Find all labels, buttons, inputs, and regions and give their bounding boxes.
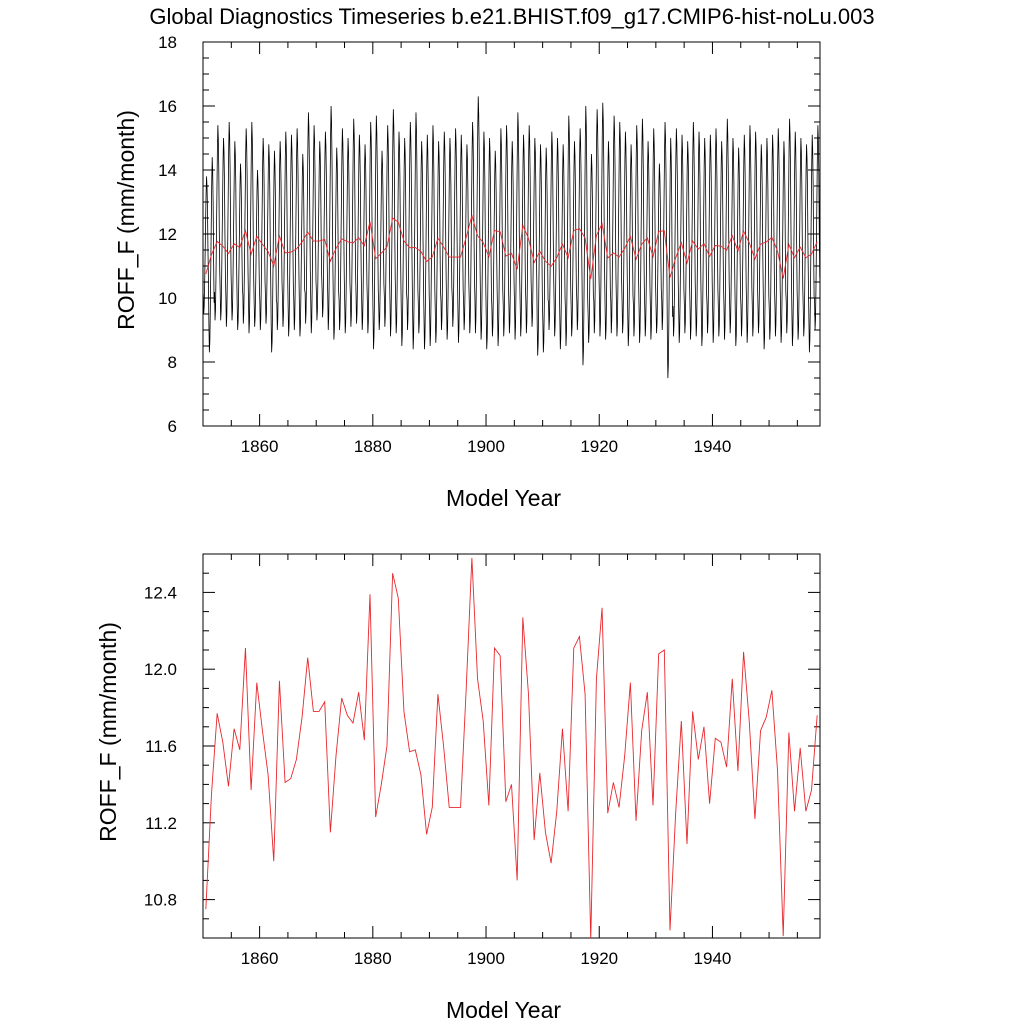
y-tick-label: 16 [158,97,177,116]
bottom-panel: 1860 1880 1900 1920 1940 10.8 11.2 11.6 12.0 12.4… [95,553,821,1023]
y-axis-label: ROFF_F (mm/month) [113,110,139,330]
x-tick-label: 1880 [354,949,392,968]
y-tick-label: 18 [158,33,177,52]
x-tick-label: 1880 [354,437,392,456]
y-tick-label: 12 [158,225,177,244]
top-panel: 1860 1880 1900 1920 1940 6 8 10 12 14 16 18 Model Ye… [113,33,821,511]
annual-mean-line [205,213,818,280]
y-tick-label: 10 [158,289,177,308]
plot-frame [202,553,821,939]
y-tick-label: 11.2 [145,814,177,833]
x-tick-label: 1900 [467,437,505,456]
x-tick-label: 1940 [694,949,732,968]
y-axis-label: ROFF_F (mm/month) [95,622,121,842]
y-tick-label: 6 [168,417,177,436]
y-tick-label: 10.8 [144,891,177,910]
x-tick-label: 1860 [241,437,279,456]
y-tick-label: 11.6 [145,737,177,756]
x-tick-label: 1920 [580,437,618,456]
x-tick-label: 1860 [241,949,279,968]
x-axis-label: Model Year [446,485,561,511]
monthly-series-line [203,96,820,379]
x-tick-label: 1940 [694,437,732,456]
x-axis-label: Model Year [446,997,561,1023]
y-tick-label: 8 [168,353,177,372]
annual-mean-line [205,557,818,938]
x-tick-label: 1920 [580,949,618,968]
x-tick-label: 1900 [467,949,505,968]
y-tick-label: 14 [158,161,177,180]
y-tick-label: 12.4 [144,583,177,602]
chart-title: Global Diagnostics Timeseries b.e21.BHIS… [149,4,874,29]
y-tick-label: 12.0 [144,660,177,679]
